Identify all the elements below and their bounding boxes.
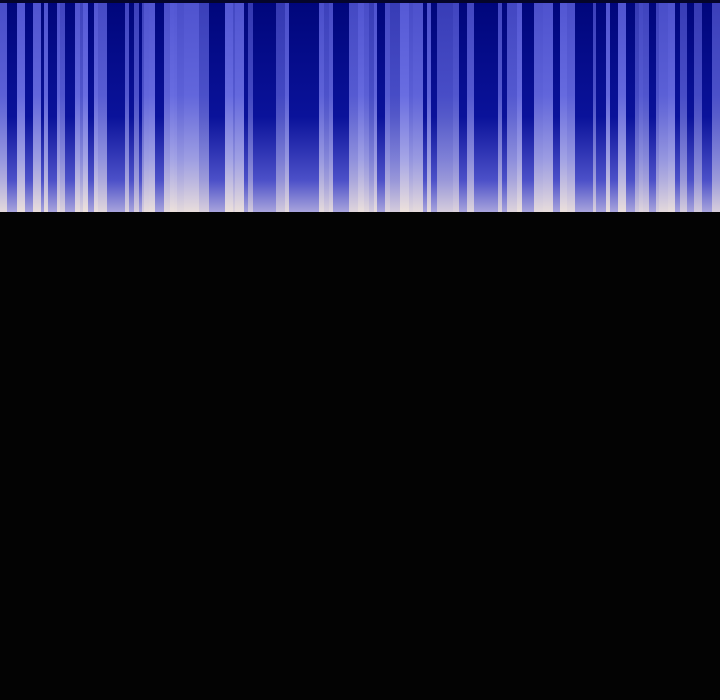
- stripe: [498, 0, 502, 212]
- stripe: [144, 0, 149, 212]
- stripe: [668, 0, 675, 212]
- stripe: [349, 0, 358, 212]
- stripe: [712, 0, 720, 212]
- stripe: [659, 0, 668, 212]
- stripe: [635, 0, 639, 212]
- stripe: [390, 0, 400, 212]
- stripe: [437, 0, 445, 212]
- stripe: [385, 0, 390, 212]
- stripe: [0, 0, 7, 212]
- stripe: [17, 0, 25, 212]
- stripe: [543, 0, 553, 212]
- stripe: [83, 0, 88, 212]
- stripe: [694, 0, 702, 212]
- stripe: [467, 0, 474, 212]
- stripe: [329, 0, 333, 212]
- stripe: [177, 0, 184, 212]
- stripe: [453, 0, 459, 212]
- stripe: [125, 0, 129, 212]
- stripe: [149, 0, 155, 212]
- stripe: [643, 0, 649, 212]
- stripe: [33, 0, 41, 212]
- stripe: [248, 0, 253, 212]
- stripe: [445, 0, 453, 212]
- stripe: [134, 0, 139, 212]
- stripe: [75, 0, 80, 212]
- stripe: [319, 0, 324, 212]
- stripe: [374, 0, 377, 212]
- stripe: [507, 0, 517, 212]
- stripe: [369, 0, 374, 212]
- stripe: [400, 0, 409, 212]
- stripe: [606, 0, 610, 212]
- stripes: [0, 0, 720, 212]
- stripe: [285, 0, 289, 212]
- stripe: [80, 0, 83, 212]
- stripe: [94, 0, 98, 212]
- stripe: [639, 0, 643, 212]
- stripe: [517, 0, 522, 212]
- stripe: [324, 0, 329, 212]
- stripe: [191, 0, 199, 212]
- stripe: [618, 0, 626, 212]
- stripe: [142, 0, 144, 212]
- stripe: [57, 0, 60, 212]
- stripe: [174, 0, 177, 212]
- stripe: [225, 0, 233, 212]
- stripe: [364, 0, 369, 212]
- stripe: [427, 0, 431, 212]
- stripe: [170, 0, 174, 212]
- stripe: [534, 0, 543, 212]
- stripe: [60, 0, 65, 212]
- stripe: [680, 0, 687, 212]
- stripe: [44, 0, 48, 212]
- stripe: [409, 0, 413, 212]
- stripe: [98, 0, 107, 212]
- stripe: [184, 0, 191, 212]
- stripe: [656, 0, 659, 212]
- stripe: [593, 0, 596, 212]
- stripe: [199, 0, 209, 212]
- stripe: [413, 0, 423, 212]
- stripe: [164, 0, 170, 212]
- stripe: [233, 0, 235, 212]
- stripe: [567, 0, 575, 212]
- stripe: [235, 0, 244, 212]
- top-edge: [0, 0, 720, 3]
- stripe: [560, 0, 567, 212]
- stripe: [358, 0, 364, 212]
- stripe: [276, 0, 285, 212]
